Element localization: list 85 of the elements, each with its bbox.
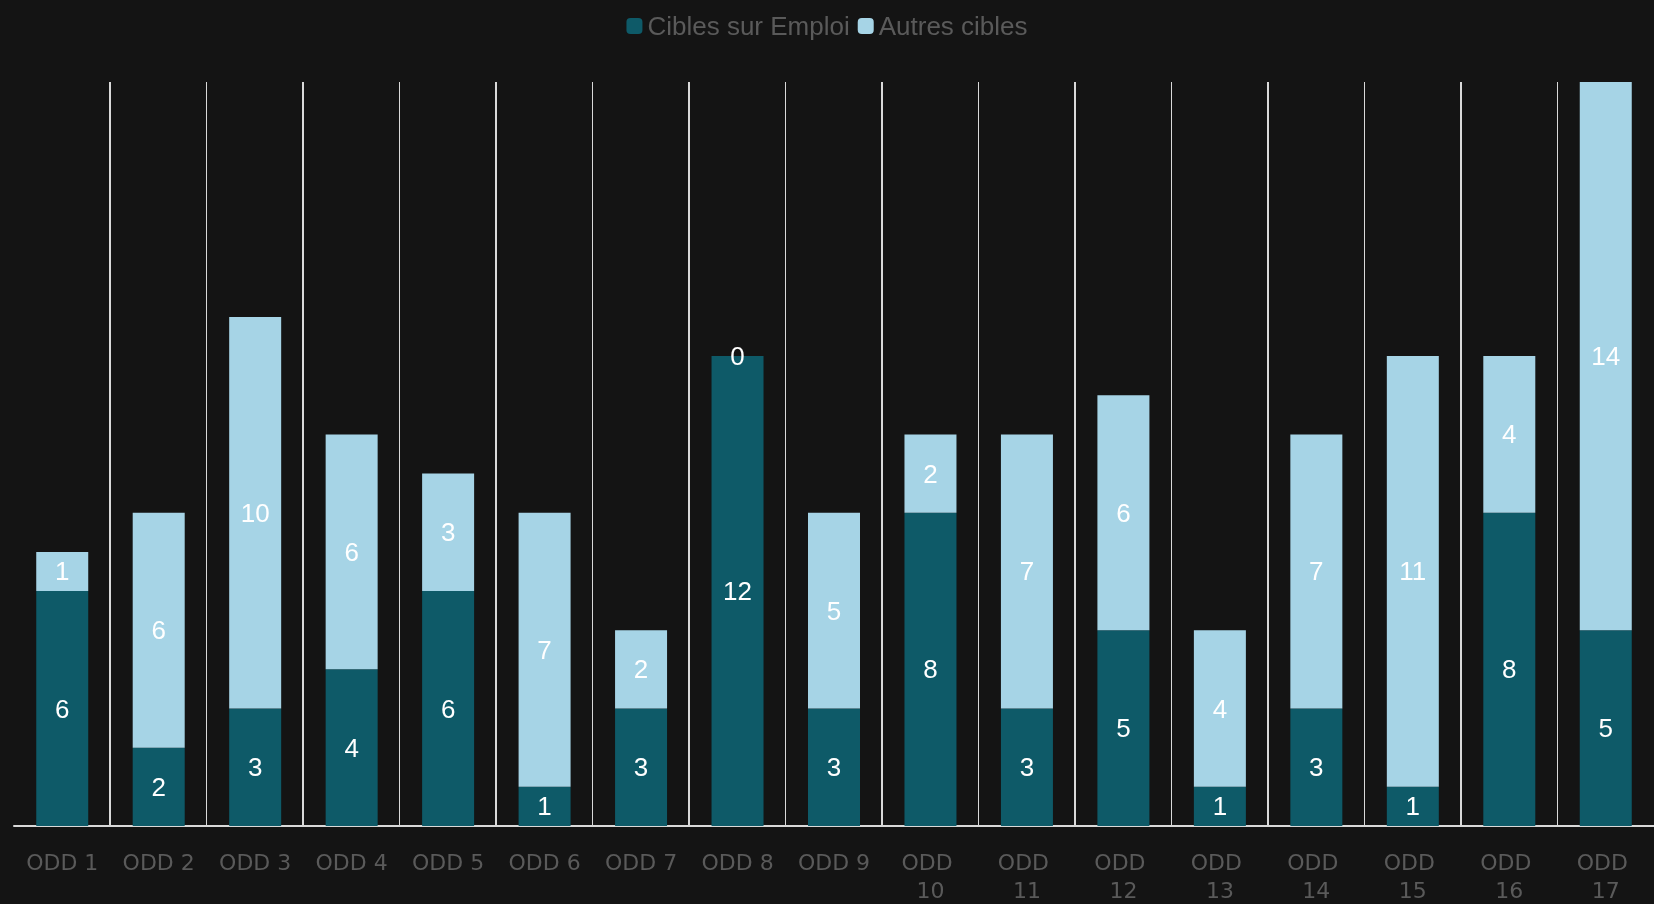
data-label: 4 [1502, 419, 1517, 450]
bar [1097, 630, 1150, 826]
data-label: 8 [1502, 654, 1517, 685]
bar [1290, 434, 1343, 709]
bar [518, 786, 571, 826]
bar [36, 591, 89, 826]
bar [1000, 434, 1053, 709]
data-label: 6 [151, 615, 166, 646]
x-tick-label: ODD 4 [315, 849, 388, 875]
bar [1290, 708, 1343, 826]
x-tick-label: ODD 5 [412, 849, 485, 875]
x-tick-label: ODD 17 [1576, 849, 1635, 903]
bar [422, 591, 475, 826]
bar [1386, 786, 1439, 826]
data-label: 2 [923, 458, 938, 489]
bar [132, 512, 185, 748]
data-label: 2 [151, 771, 166, 802]
bar [1193, 630, 1246, 787]
data-label: 1 [55, 556, 70, 587]
data-label: 6 [440, 693, 456, 724]
x-tick-label: ODD 2 [122, 849, 195, 875]
data-label: 3 [826, 752, 842, 783]
data-label: 3 [247, 752, 263, 783]
bar [132, 747, 185, 826]
data-label: 3 [1019, 752, 1035, 783]
data-label: 12 [723, 576, 752, 607]
data-label: 1 [1405, 791, 1421, 822]
data-label: 3 [440, 517, 456, 548]
data-label: 6 [55, 693, 70, 724]
data-label: 3 [1309, 752, 1324, 783]
data-label: 4 [344, 732, 359, 763]
data-label: 4 [1212, 693, 1228, 724]
data-label: 7 [537, 634, 552, 665]
bar [904, 512, 957, 826]
data-label: 8 [923, 654, 938, 685]
data-label: 2 [633, 654, 649, 685]
x-tick-label: ODD 8 [701, 849, 774, 875]
bar [1483, 512, 1536, 826]
x-tick-label: ODD 16 [1480, 849, 1539, 903]
data-label: 1 [1212, 791, 1228, 822]
x-tick-label: ODD 1 [26, 849, 99, 875]
data-label: 1 [537, 791, 552, 822]
bar [1386, 356, 1439, 787]
bar [1000, 708, 1053, 826]
bar [325, 434, 378, 670]
x-tick-label: ODD 10 [901, 849, 960, 903]
x-tick-label: ODD 14 [1287, 849, 1346, 903]
data-label: 3 [633, 752, 649, 783]
data-label: 7 [1309, 556, 1324, 587]
bar [615, 630, 668, 709]
bar [36, 551, 89, 592]
x-tick-label: ODD 9 [797, 849, 871, 875]
x-tick-label: ODD 13 [1190, 849, 1249, 903]
bar [1579, 630, 1632, 826]
bar [1193, 786, 1246, 826]
bar [904, 434, 957, 513]
data-label: 6 [344, 536, 359, 567]
legend-label: Autres cibles [878, 11, 1028, 41]
x-tick-label: ODD 6 [508, 849, 581, 875]
data-label: 7 [1019, 556, 1035, 587]
data-label: 14 [1591, 341, 1621, 372]
x-tick-label: ODD 7 [604, 849, 678, 875]
data-label: 5 [1598, 713, 1613, 744]
data-label: 5 [826, 595, 842, 626]
x-tick-label: ODD 15 [1383, 849, 1442, 903]
data-label: 10 [240, 497, 270, 528]
bar [325, 669, 378, 826]
data-label: 5 [1116, 713, 1131, 744]
x-tick-label: ODD 12 [1094, 849, 1153, 903]
bar [518, 512, 571, 787]
bar [1483, 356, 1536, 513]
data-label: 6 [1116, 497, 1131, 528]
bar [422, 473, 475, 592]
bar [229, 708, 282, 826]
bar [808, 708, 860, 826]
data-label: 11 [1399, 556, 1427, 587]
bar [808, 512, 860, 709]
x-tick-label: ODD 3 [219, 849, 292, 875]
bar [1579, 82, 1632, 631]
x-tick-label: ODD 11 [997, 849, 1057, 903]
data-label: 0 [730, 341, 745, 372]
legend-label: Cibles sur Emploi [647, 11, 850, 41]
bar [615, 708, 668, 826]
bar [1097, 395, 1150, 631]
bar [229, 316, 282, 709]
